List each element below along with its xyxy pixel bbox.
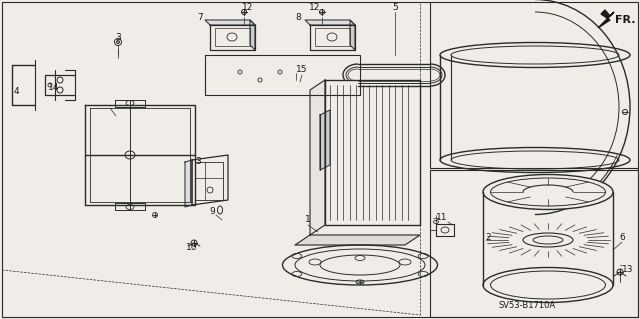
Text: 14: 14 [48, 84, 60, 93]
Polygon shape [250, 20, 255, 50]
Ellipse shape [282, 245, 438, 285]
Polygon shape [310, 25, 355, 50]
Polygon shape [205, 55, 360, 95]
Polygon shape [436, 224, 454, 236]
Polygon shape [185, 160, 192, 207]
Text: 3: 3 [115, 33, 121, 42]
Polygon shape [325, 80, 420, 225]
Ellipse shape [523, 233, 573, 247]
Text: 5: 5 [392, 4, 398, 12]
Polygon shape [205, 20, 255, 25]
Ellipse shape [116, 41, 120, 43]
Bar [430, 170, 638, 317]
Polygon shape [598, 10, 614, 28]
Text: 8: 8 [295, 13, 301, 23]
Ellipse shape [440, 42, 630, 68]
Polygon shape [350, 20, 355, 50]
Text: 13: 13 [622, 265, 634, 275]
Polygon shape [115, 100, 145, 107]
Polygon shape [192, 155, 228, 205]
Polygon shape [320, 110, 330, 170]
Text: 12: 12 [309, 4, 321, 12]
Ellipse shape [483, 268, 613, 302]
Text: 12: 12 [243, 4, 253, 12]
Text: FR.: FR. [615, 15, 636, 25]
Polygon shape [210, 25, 255, 50]
Polygon shape [85, 105, 195, 205]
Text: 15: 15 [296, 65, 308, 75]
Ellipse shape [440, 147, 630, 173]
Text: 10: 10 [186, 243, 198, 253]
Polygon shape [310, 80, 325, 235]
Bar [215, 28, 250, 46]
Text: 4: 4 [13, 87, 19, 97]
Text: SV53-B1710A: SV53-B1710A [499, 300, 556, 309]
Text: 7: 7 [197, 13, 203, 23]
Text: 9: 9 [209, 207, 215, 217]
Bar [315, 28, 350, 46]
Text: 6: 6 [619, 234, 625, 242]
Text: 11: 11 [436, 213, 448, 222]
Polygon shape [115, 203, 145, 210]
Text: 2: 2 [485, 234, 491, 242]
Bar [195, 162, 223, 200]
Text: 1: 1 [305, 216, 311, 225]
Ellipse shape [483, 174, 613, 210]
Polygon shape [305, 20, 355, 25]
Text: 3: 3 [195, 158, 201, 167]
Polygon shape [295, 235, 420, 245]
